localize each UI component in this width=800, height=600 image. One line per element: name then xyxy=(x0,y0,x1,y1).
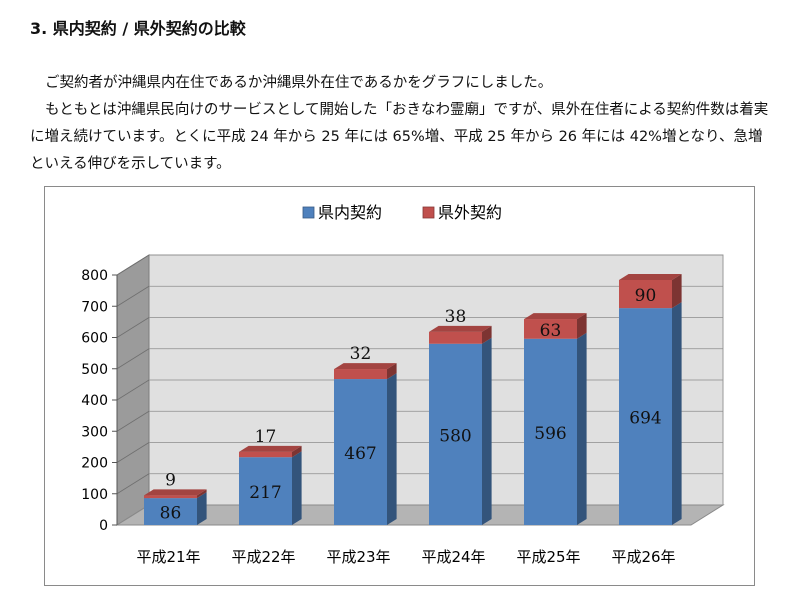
legend-label: 県内契約 xyxy=(318,203,382,222)
value-label-out-pref: 17 xyxy=(255,427,277,447)
category-label: 平成26年 xyxy=(611,548,675,566)
bar-side-in-pref xyxy=(577,332,587,525)
y-tick-label: 800 xyxy=(81,268,108,284)
chart-frame: 0 100 200 300 400 500 600 700 800 86 9 平成21年 217 17 平成… xyxy=(44,186,755,586)
gridline-side xyxy=(116,285,150,307)
value-label-in-pref: 694 xyxy=(629,409,661,429)
y-tick-label: 400 xyxy=(81,393,108,409)
value-label-in-pref: 580 xyxy=(439,426,471,446)
bar-out-pref xyxy=(524,319,577,339)
bar-out-pref xyxy=(144,495,197,499)
bar-top-out-pref xyxy=(619,274,682,280)
y-tick-label: 700 xyxy=(81,299,108,315)
bar-top-out-pref xyxy=(144,489,207,496)
y-tick-label: 200 xyxy=(81,456,108,472)
y-tick-label: 0 xyxy=(99,518,108,534)
gridline-side xyxy=(116,317,150,338)
category-label: 平成24年 xyxy=(421,548,485,566)
value-label-in-pref: 596 xyxy=(534,424,566,444)
bar-in-pref xyxy=(144,498,197,525)
bar-side-out-pref xyxy=(387,363,397,380)
bar-side-out-pref xyxy=(577,313,587,339)
bar-side-out-pref xyxy=(292,445,302,458)
category-label: 平成22年 xyxy=(231,548,295,566)
gridline-side xyxy=(116,410,150,432)
gridline-side xyxy=(116,254,150,276)
bar-out-pref xyxy=(239,451,292,458)
bar-side-out-pref xyxy=(672,274,682,309)
bar-side-out-pref xyxy=(482,325,492,344)
bar-out-pref xyxy=(334,369,387,380)
gridline-side xyxy=(116,473,150,495)
value-label-in-pref: 86 xyxy=(160,504,182,524)
bar-side-in-pref xyxy=(292,451,302,525)
value-label-out-pref: 38 xyxy=(445,307,467,327)
bar-top-out-pref xyxy=(334,363,397,370)
bar-out-pref xyxy=(429,331,482,344)
value-label-out-pref: 63 xyxy=(540,321,562,341)
stacked-bar-chart: 0 100 200 300 400 500 600 700 800 86 9 平成21年 217 17 平成… xyxy=(81,203,725,566)
body-paragraph: もともとは沖縄県民向けのサービスとして開始した「おきなわ霊廟」ですが、県外在住者… xyxy=(30,102,769,172)
bar-side-in-pref xyxy=(482,337,492,525)
bar-out-pref xyxy=(619,280,672,309)
category-label: 平成21年 xyxy=(136,548,200,566)
y-tick-label: 300 xyxy=(81,424,108,440)
section-heading: 3. 県内契約 / 県外契約の比較 xyxy=(30,19,246,38)
category-label: 平成25年 xyxy=(516,548,580,566)
bar-in-pref xyxy=(334,379,387,525)
bar-in-pref xyxy=(619,308,672,525)
legend-label: 県外契約 xyxy=(438,203,502,222)
bar-side-out-pref xyxy=(197,489,207,499)
gridline-side xyxy=(116,379,150,401)
category-label: 平成23年 xyxy=(326,548,390,566)
bar-side-in-pref xyxy=(197,492,207,525)
gridline-side xyxy=(116,442,150,463)
intro-paragraph: ご契約者が沖縄県内在住であるか沖縄県外在住であるかをグラフにしました。 xyxy=(45,75,553,91)
bar-side-in-pref xyxy=(387,373,397,525)
value-label-in-pref: 467 xyxy=(344,444,376,464)
bar-top-out-pref xyxy=(524,313,587,320)
bar-in-pref xyxy=(429,343,482,525)
y-tick-label: 600 xyxy=(81,331,108,347)
value-label-in-pref: 217 xyxy=(249,483,281,503)
bar-in-pref xyxy=(524,338,577,525)
y-tick-label: 100 xyxy=(81,487,108,503)
value-label-out-pref: 32 xyxy=(350,344,372,364)
bar-in-pref xyxy=(239,457,292,525)
value-label-out-pref: 90 xyxy=(635,286,657,306)
bar-top-out-pref xyxy=(239,445,302,452)
y-tick-label: 500 xyxy=(81,362,108,378)
legend-swatch-in-pref xyxy=(302,206,315,219)
gridline-side xyxy=(116,348,150,370)
bar-top-out-pref xyxy=(429,325,492,332)
bar-side-in-pref xyxy=(672,302,682,525)
legend-swatch-out-pref xyxy=(422,206,435,219)
value-label-out-pref: 9 xyxy=(165,470,176,490)
